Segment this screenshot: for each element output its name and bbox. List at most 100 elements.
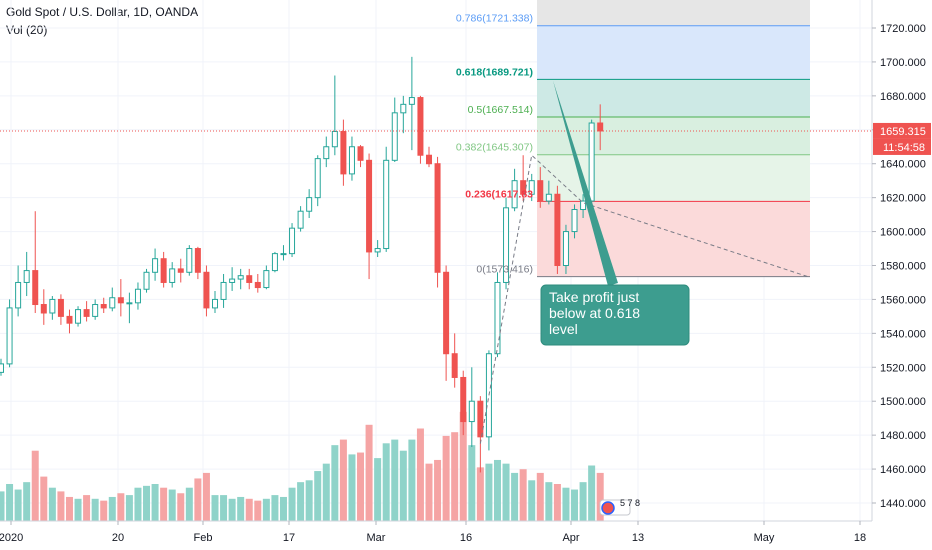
fib-level-label: 0.236(1617.83 xyxy=(465,188,533,200)
time-tick-label: 20 xyxy=(112,532,124,544)
candle-body xyxy=(280,253,287,256)
candle-body xyxy=(357,146,364,161)
candle-body xyxy=(66,315,73,324)
candle-body xyxy=(220,281,227,300)
annotation-box[interactable] xyxy=(540,284,690,346)
volume-bar xyxy=(536,472,544,521)
volume-bar xyxy=(74,498,82,521)
candle xyxy=(254,273,261,293)
volume-bar xyxy=(528,480,536,521)
candle xyxy=(391,97,398,163)
candle-body xyxy=(314,158,321,199)
fib-zone xyxy=(537,117,810,155)
fib-retracement-zones[interactable] xyxy=(537,0,810,278)
fib-zone xyxy=(537,25,810,80)
candle xyxy=(400,95,407,134)
candle xyxy=(66,309,73,334)
candle xyxy=(212,290,218,313)
annotation-text-line3: level xyxy=(549,321,578,337)
volume-bar xyxy=(579,482,587,521)
candle-body xyxy=(40,304,47,314)
time-tick-label: Feb xyxy=(194,532,213,544)
volume-bar xyxy=(476,467,484,521)
volume-bar xyxy=(485,463,493,521)
symbol-title: Gold Spot / U.S. Dollar, 1D, OANDA xyxy=(6,5,199,19)
candle-body xyxy=(323,146,330,160)
candle xyxy=(23,251,30,297)
candle xyxy=(537,167,544,208)
candle-body xyxy=(588,122,595,202)
candle-body xyxy=(348,146,355,175)
time-tick-label: 2020 xyxy=(0,532,23,544)
candle xyxy=(186,245,193,276)
price-tick-label: 1620.000 xyxy=(880,193,926,205)
time-tick-label: 17 xyxy=(283,532,295,544)
volume-bar xyxy=(493,459,501,521)
candle xyxy=(15,265,22,317)
candle-body xyxy=(306,197,313,212)
volume-bars xyxy=(0,411,604,521)
fib-level-label: 0.5(1667.514) xyxy=(468,104,533,116)
candle-body xyxy=(117,297,124,304)
volume-bar xyxy=(202,472,210,521)
candle xyxy=(357,145,364,168)
volume-bar xyxy=(451,432,459,521)
price-tick-label: 1700.000 xyxy=(880,57,926,69)
time-tick-label: 18 xyxy=(854,532,866,544)
volume-bar xyxy=(6,484,14,521)
volume-bar xyxy=(83,495,91,521)
candle-body xyxy=(366,159,373,253)
price-scale[interactable]: 1440.000 1460.000 1480.000 1500.000 1520.000… xyxy=(871,0,932,550)
volume-bar xyxy=(254,500,262,521)
candle xyxy=(100,297,107,313)
candle-body xyxy=(126,302,133,305)
time-scale[interactable]: 2020 20 Feb 17 Mar 16 Apr 13 May 18 xyxy=(0,520,872,544)
candle-body xyxy=(468,400,475,423)
candle-body xyxy=(331,130,338,148)
candle-body xyxy=(340,130,347,175)
candle-body xyxy=(263,270,270,289)
price-tick-label: 1460.000 xyxy=(880,464,926,476)
candle xyxy=(0,358,4,376)
price-scale-bg xyxy=(872,0,932,550)
volume-bar xyxy=(382,443,390,521)
volume-bar xyxy=(408,439,416,521)
candle xyxy=(6,299,13,368)
time-tick-label: May xyxy=(754,532,775,544)
candle-body xyxy=(580,200,587,211)
fib-zone xyxy=(537,201,810,277)
volume-bar xyxy=(314,471,322,521)
trend-drawings[interactable] xyxy=(0,80,872,444)
candle xyxy=(126,292,133,324)
candle xyxy=(220,273,227,308)
event-badge[interactable]: 5 7 8 xyxy=(599,498,640,516)
candle-body xyxy=(83,309,90,317)
candle-body xyxy=(92,304,99,317)
take-profit-annotation[interactable]: Take profit just below at 0.618 level xyxy=(540,284,690,346)
volume-bar xyxy=(562,487,570,521)
volume-bar xyxy=(177,493,185,521)
volume-bar xyxy=(511,472,519,521)
volume-bar xyxy=(365,424,373,521)
volume-bar xyxy=(305,480,313,521)
annotation-text-line1: Take profit just xyxy=(549,289,639,305)
candle xyxy=(323,136,330,168)
volume-bar xyxy=(143,485,151,521)
candle xyxy=(580,194,587,218)
volume-bar xyxy=(331,445,339,521)
volume-bar xyxy=(125,495,133,521)
volume-bar xyxy=(288,487,296,521)
volume-bar xyxy=(40,476,48,521)
volume-bar xyxy=(151,484,159,521)
volume-bar xyxy=(65,496,73,521)
fib-zone-top xyxy=(537,0,810,26)
fib-zone xyxy=(537,79,810,118)
candle xyxy=(203,265,210,317)
time-tick-label: 16 xyxy=(460,532,472,544)
fib-level-label: 0(1573.416) xyxy=(476,264,533,276)
candle-body xyxy=(494,281,501,355)
candle xyxy=(503,197,510,290)
volume-bar xyxy=(339,439,347,521)
candle xyxy=(374,240,381,258)
